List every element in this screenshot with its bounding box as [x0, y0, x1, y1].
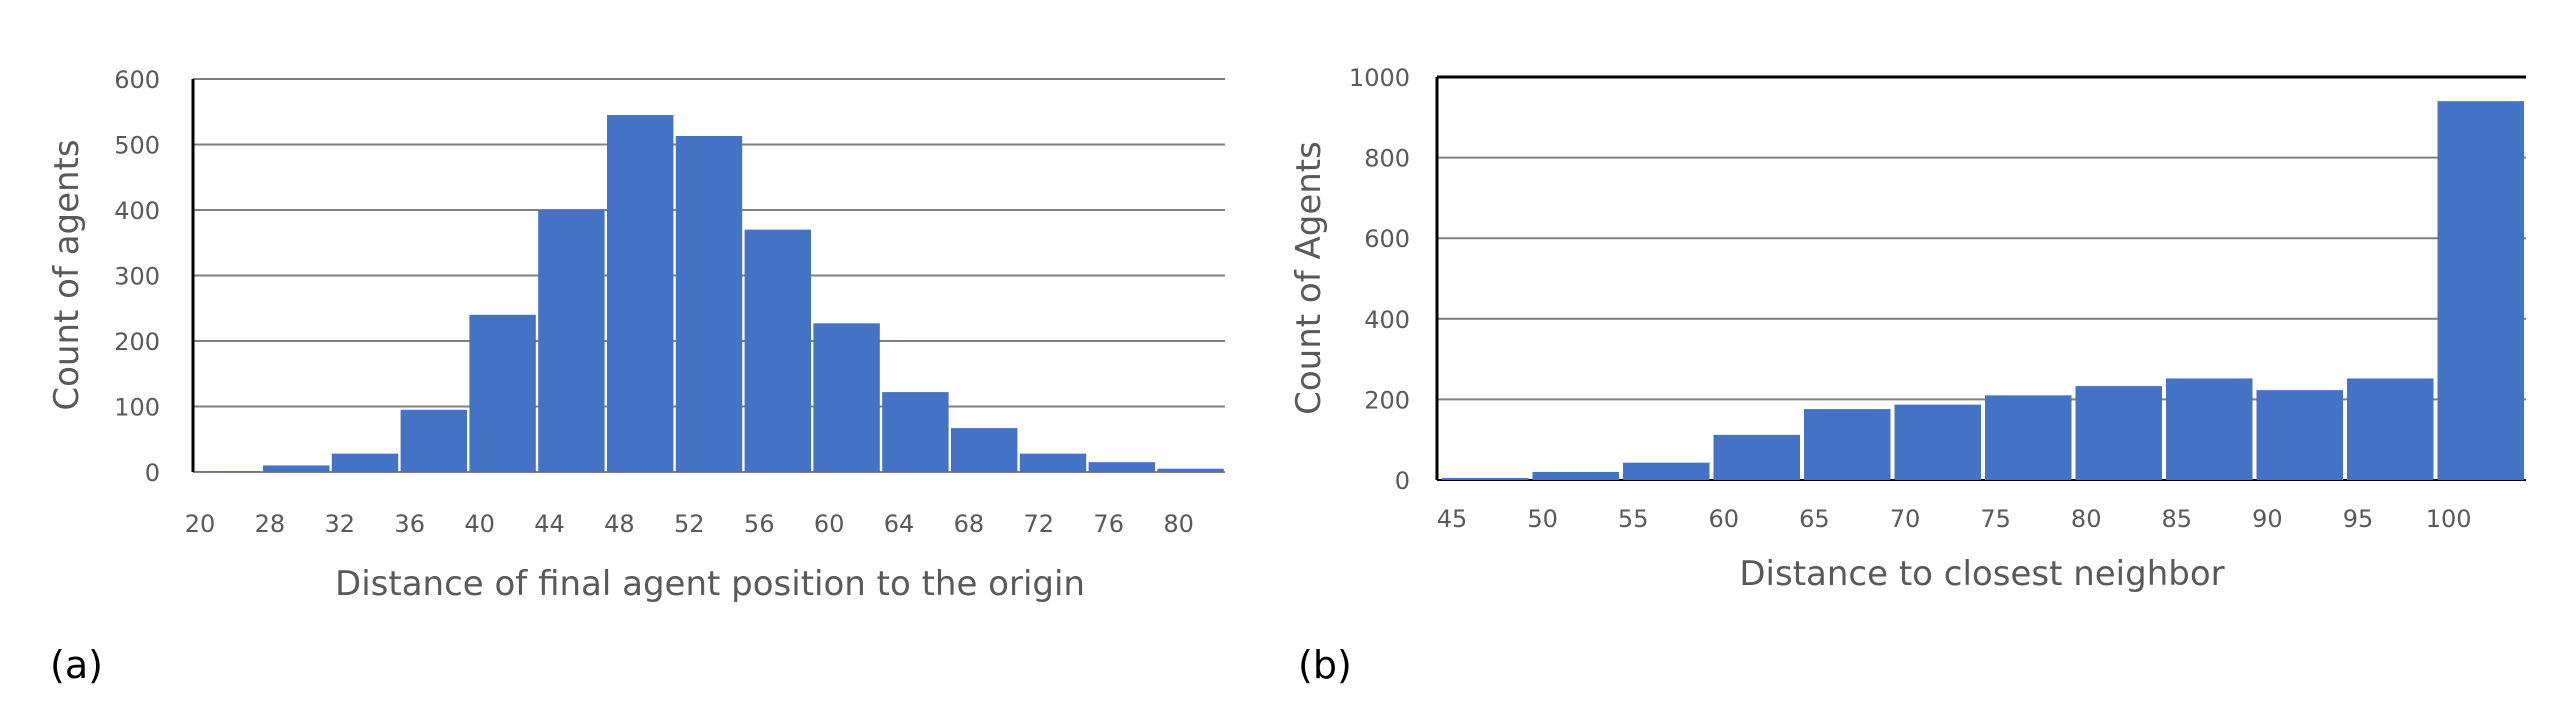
- histogram-bar: [1157, 468, 1224, 472]
- x-tick-label: 76: [1093, 510, 1124, 538]
- histogram-bar: [1894, 404, 1981, 480]
- x-tick-label: 80: [1163, 510, 1194, 538]
- x-tick-label: 60: [1709, 505, 1740, 533]
- x-tick-label: 75: [1980, 505, 2011, 533]
- histogram-bar: [1532, 471, 1619, 480]
- x-tick-label: 85: [2162, 505, 2193, 533]
- x-tick-label: 52: [674, 510, 705, 538]
- histogram-bar: [951, 428, 1018, 472]
- histogram-bar: [2437, 101, 2524, 481]
- x-tick-label: 68: [954, 510, 985, 538]
- x-tick-label: 48: [604, 510, 635, 538]
- histogram-bar: [2256, 390, 2343, 480]
- histogram-bar: [813, 323, 880, 472]
- x-tick-label: 56: [744, 510, 775, 538]
- panel-label: (a): [50, 643, 103, 687]
- x-tick-label: 40: [464, 510, 495, 538]
- histogram-bar: [538, 210, 605, 472]
- histogram-bar: [2075, 386, 2162, 480]
- y-tick-label: 800: [1364, 145, 1410, 173]
- x-tick-label: 72: [1024, 510, 1055, 538]
- y-tick-label: 1000: [1349, 64, 1410, 92]
- x-tick-label: 28: [255, 510, 286, 538]
- histogram-bar: [1713, 434, 1800, 480]
- x-tick-label: 100: [2426, 505, 2472, 533]
- y-tick-label: 300: [114, 263, 160, 291]
- x-tick-label: 45: [1437, 505, 1468, 533]
- y-tick-label: 400: [1364, 306, 1410, 334]
- x-tick-label: 44: [534, 510, 565, 538]
- x-tick-label: 95: [2343, 505, 2374, 533]
- x-tick-label: 64: [884, 510, 915, 538]
- histogram-bar: [2347, 378, 2434, 480]
- y-tick-label: 400: [114, 197, 160, 225]
- y-axis-title: Count of agents: [47, 139, 87, 410]
- x-tick-label: 36: [394, 510, 425, 538]
- histogram-bar: [331, 453, 399, 472]
- histogram-bar: [1088, 462, 1155, 472]
- histogram-bar: [1804, 409, 1891, 480]
- histogram-bar: [1623, 462, 1710, 480]
- histogram-bar: [675, 135, 743, 473]
- x-tick-label: 32: [325, 510, 356, 538]
- y-axis-title: Count of Agents: [1289, 141, 1329, 415]
- y-tick-label: 0: [1395, 467, 1410, 495]
- x-tick-label: 55: [1618, 505, 1649, 533]
- y-tick-label: 600: [114, 66, 160, 94]
- histogram-bar: [1442, 477, 1529, 480]
- x-tick-label: 20: [185, 510, 216, 538]
- histogram-bar: [607, 115, 674, 473]
- histogram-bar: [263, 465, 330, 472]
- panel-label: (b): [1298, 643, 1352, 687]
- histogram-bar: [1019, 453, 1087, 472]
- x-tick-label: 50: [1527, 505, 1558, 533]
- histogram-bar: [1985, 395, 2072, 480]
- histogram-bar: [2166, 378, 2253, 480]
- histogram-bar: [400, 409, 467, 472]
- x-tick-label: 80: [2071, 505, 2102, 533]
- x-tick-label: 65: [1799, 505, 1830, 533]
- y-tick-label: 200: [1364, 386, 1410, 414]
- y-tick-label: 0: [145, 459, 160, 487]
- x-tick-label: 60: [814, 510, 845, 538]
- histogram-bar: [194, 471, 261, 472]
- histogram-bar: [744, 229, 811, 472]
- y-tick-label: 600: [1364, 225, 1410, 253]
- y-tick-label: 500: [114, 132, 160, 160]
- y-tick-label: 200: [114, 328, 160, 356]
- x-axis-title: Distance to closest neighbor: [1739, 554, 2224, 594]
- x-axis-title: Distance of final agent position to the …: [335, 564, 1085, 604]
- histogram-bar: [469, 314, 536, 472]
- x-tick-label: 90: [2252, 505, 2283, 533]
- histogram-bar: [882, 392, 949, 472]
- x-tick-label: 70: [1890, 505, 1921, 533]
- y-tick-label: 100: [114, 394, 160, 422]
